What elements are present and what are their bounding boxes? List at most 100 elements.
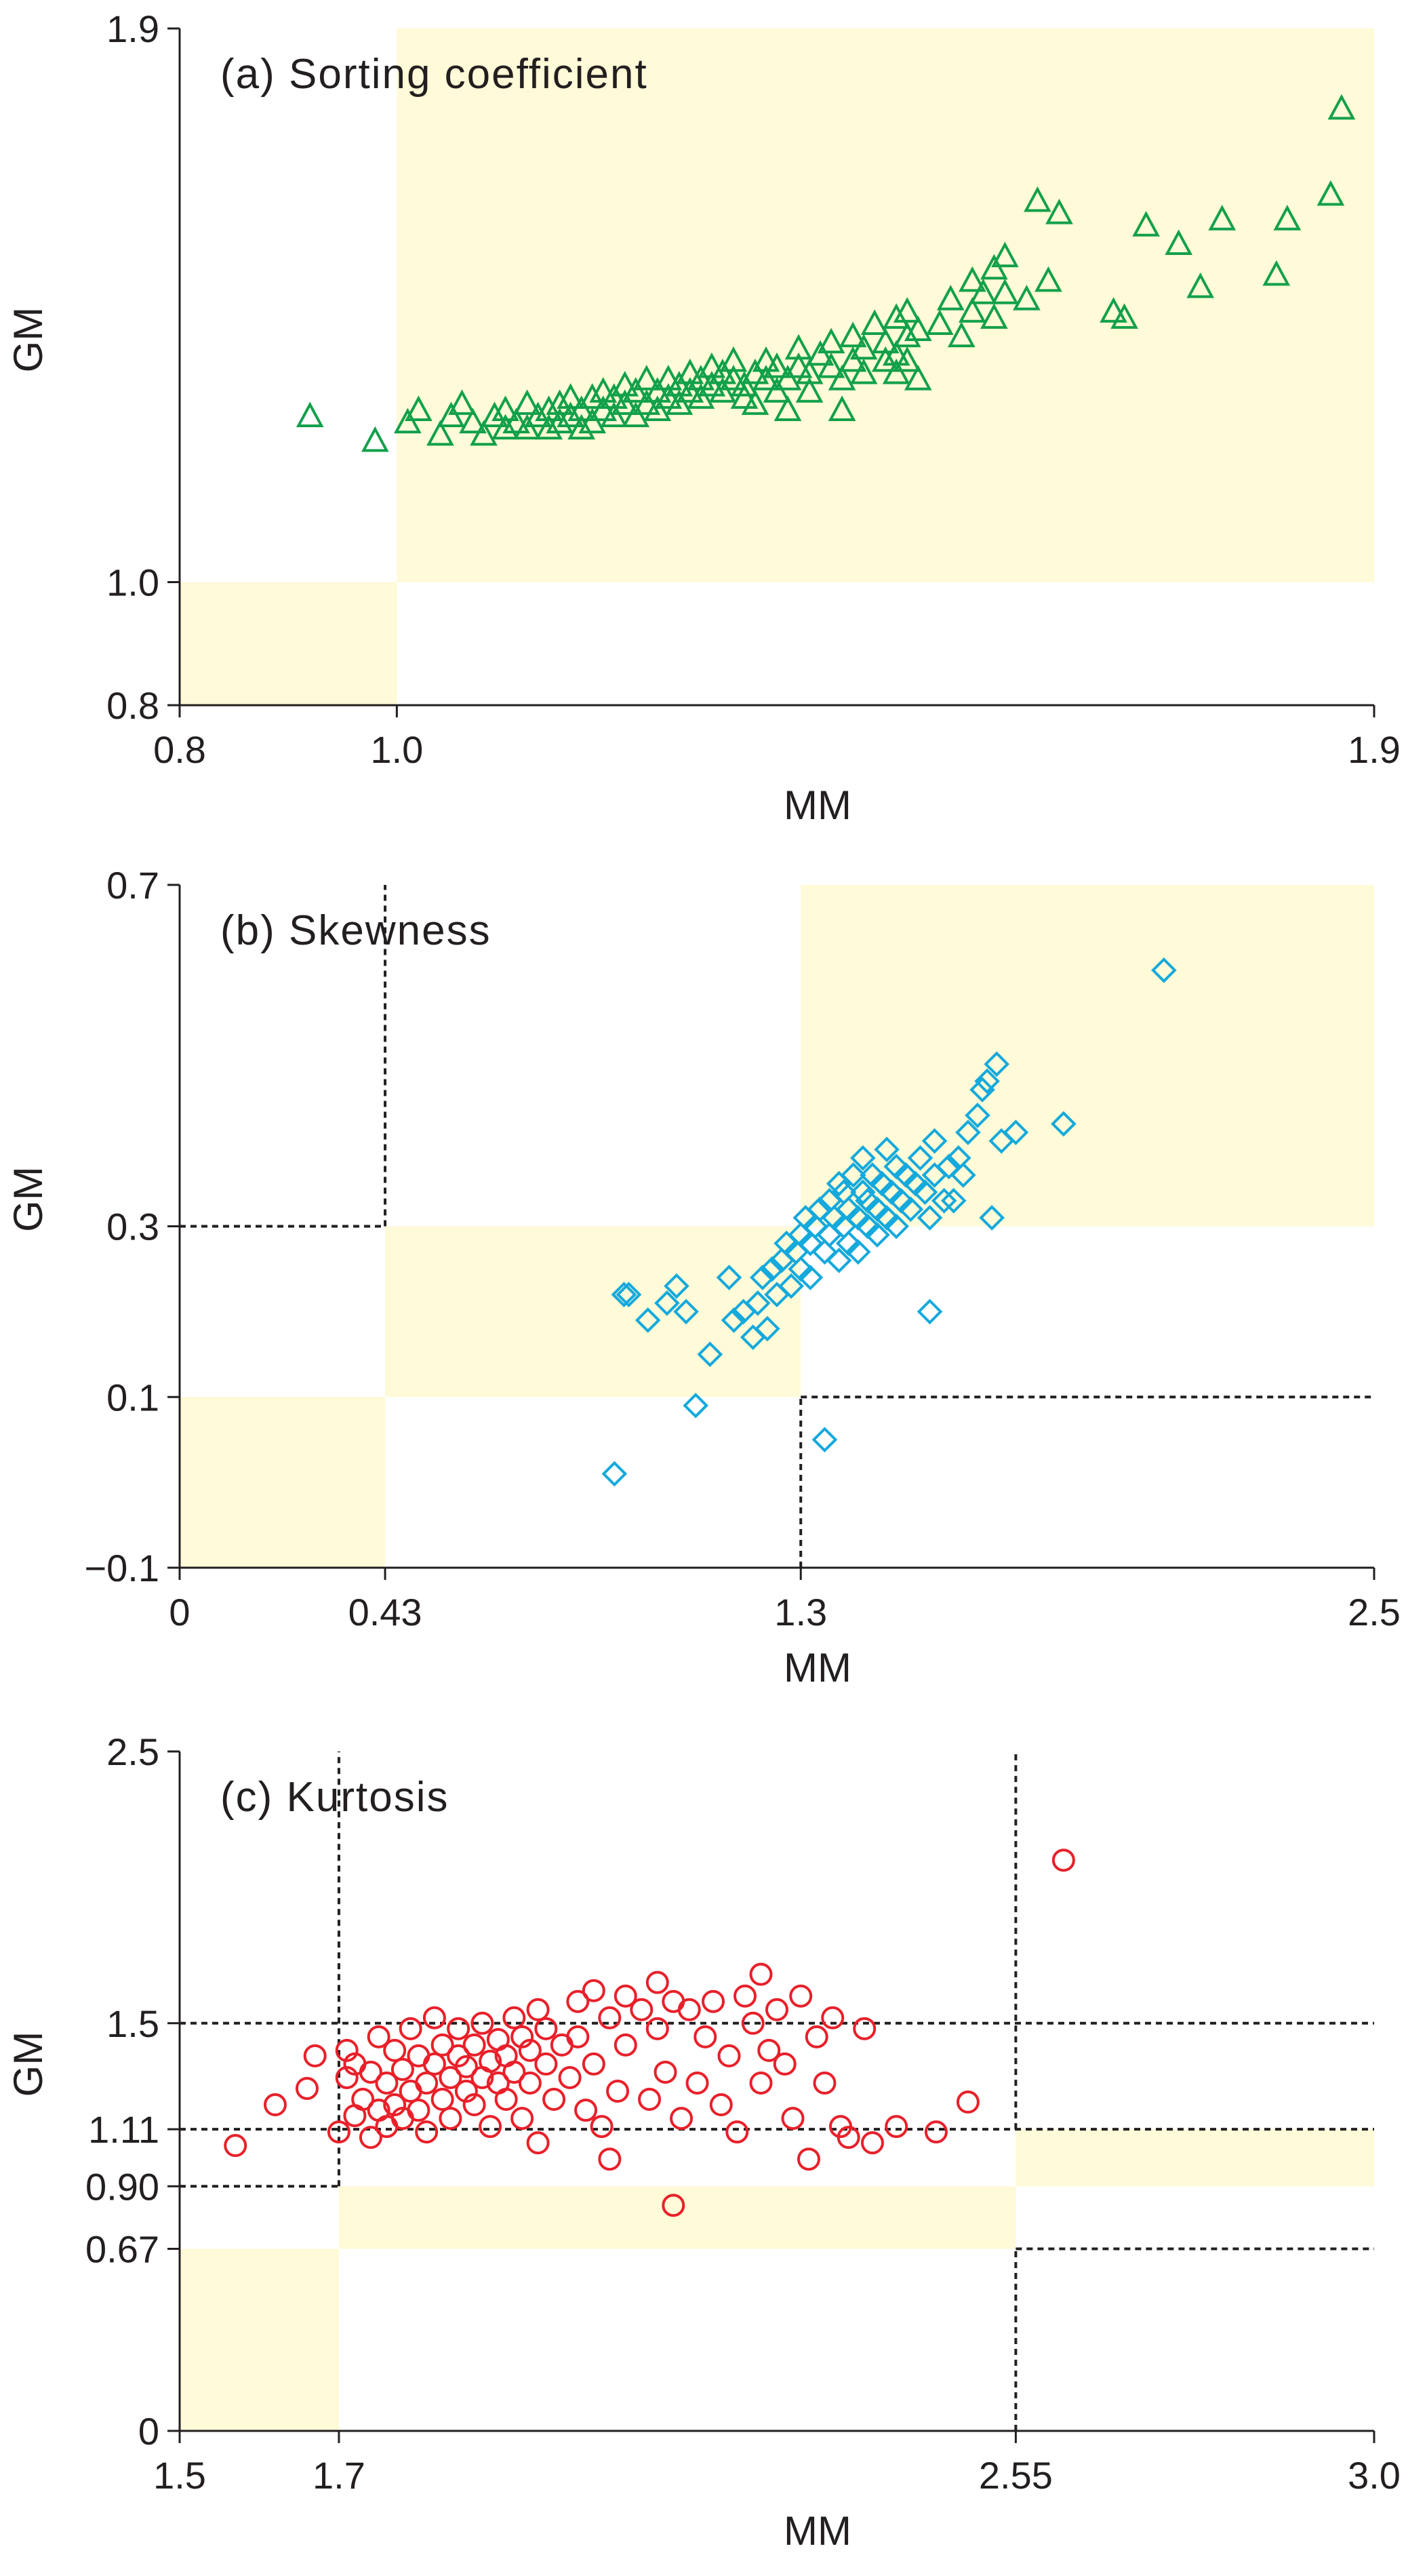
data-point-triangle [546, 408, 574, 434]
data-point-circle [582, 1979, 605, 2002]
data-point-circle [510, 2107, 534, 2131]
data-point-triangle [752, 346, 780, 372]
data-point-triangle [622, 401, 650, 428]
data-point-diamond [969, 1077, 995, 1103]
y-axis-title: GM [5, 307, 51, 373]
data-point-circle [797, 2147, 820, 2171]
data-point-diamond [917, 1299, 943, 1325]
data-point-diamond [940, 1187, 967, 1214]
data-point-diamond [1151, 957, 1177, 983]
data-point-circle [494, 2088, 518, 2112]
data-point-circle [422, 2006, 446, 2029]
data-point-circle [789, 1984, 813, 2008]
data-point-diamond [965, 1103, 990, 1128]
data-point-diamond [683, 1393, 709, 1419]
data-point-circle [518, 2038, 542, 2062]
data-point-circle [534, 2017, 558, 2040]
data-point-circle [837, 2126, 860, 2149]
data-point-triangle [980, 303, 1008, 329]
data-point-circle [813, 2071, 837, 2095]
data-point-triangle [1186, 272, 1215, 298]
data-point-triangle [730, 383, 759, 409]
data-point-circle [479, 2049, 502, 2073]
data-point-diamond [874, 1136, 900, 1163]
data-point-circle [303, 2044, 327, 2067]
data-point-circle [367, 2025, 390, 2048]
data-point-triangle [698, 371, 726, 397]
data-point-triangle [719, 364, 748, 391]
data-point-circle [383, 2038, 407, 2062]
data-point-triangle [719, 346, 748, 372]
data-point-circle [502, 2006, 526, 2029]
data-point-diamond [984, 1051, 1010, 1077]
y-tick-label: 0.3 [106, 1206, 159, 1248]
data-point-triangle [839, 346, 867, 372]
data-point-diamond [750, 1265, 776, 1290]
data-point-circle [462, 2093, 486, 2117]
data-point-circle [359, 2060, 382, 2084]
data-point-triangle [600, 383, 628, 409]
data-point-circle [645, 1970, 669, 1994]
data-point-triangle [491, 395, 519, 421]
data-point-diamond [654, 1290, 680, 1316]
data-point-circle [351, 2088, 375, 2112]
x-axis-title: MM [784, 2508, 851, 2554]
data-point-diamond [955, 1119, 981, 1145]
shaded-zone [180, 582, 397, 705]
data-point-circle [526, 2131, 550, 2155]
y-tick-label: 0.7 [106, 864, 159, 907]
data-point-circle [295, 2076, 319, 2100]
data-point-triangle [611, 389, 639, 415]
data-point-triangle [741, 389, 769, 415]
data-point-circle [415, 2071, 439, 2095]
data-point-triangle [578, 408, 607, 434]
data-point-triangle [936, 284, 965, 311]
data-point-triangle [437, 401, 465, 428]
data-point-triangle [763, 352, 791, 378]
x-tick-label: 1.0 [370, 728, 423, 771]
data-point-circle [670, 2107, 694, 2131]
data-point-triangle [871, 328, 900, 354]
data-point-circle [335, 2038, 359, 2062]
data-point-diamond [721, 1307, 747, 1333]
data-point-diamond [759, 1256, 785, 1282]
data-point-triangle [839, 321, 867, 348]
data-point-triangle [958, 266, 986, 292]
y-axis-title: GM [5, 1166, 51, 1232]
x-axis-title: MM [784, 782, 851, 828]
data-point-circle [598, 2147, 622, 2171]
y-tick-label: 0.90 [85, 2165, 159, 2208]
data-point-triangle [470, 420, 498, 446]
data-point-circle [781, 2107, 805, 2131]
x-tick-label: 1.5 [153, 2454, 206, 2497]
data-point-diamond [864, 1222, 890, 1248]
data-point-triangle [513, 414, 541, 440]
data-point-circle [606, 2080, 630, 2103]
data-point-circle [422, 2052, 446, 2076]
data-point-triangle [491, 414, 519, 440]
data-point-triangle [849, 358, 878, 384]
data-point-triangle [600, 401, 628, 428]
data-point-triangle [795, 358, 824, 384]
data-point-triangle [860, 309, 889, 335]
data-point-circle [383, 2093, 407, 2117]
data-point-circle [470, 2011, 494, 2035]
data-point-circle [956, 2090, 980, 2114]
data-point-triangle [882, 358, 910, 384]
data-point-triangle [643, 377, 672, 403]
data-point-diamond [826, 1248, 852, 1273]
data-point-circle [407, 2099, 430, 2122]
data-point-triangle [817, 328, 845, 354]
shaded-zone [1016, 2129, 1374, 2187]
data-point-triangle [763, 377, 791, 403]
data-point-circle [662, 2194, 685, 2217]
data-point-circle [645, 2017, 669, 2040]
data-point-triangle [893, 346, 921, 372]
data-point-triangle [394, 408, 422, 434]
data-point-triangle [557, 401, 585, 428]
data-point-triangle [535, 395, 563, 421]
data-point-circle [439, 2065, 462, 2089]
data-point-triangle [969, 278, 997, 304]
data-point-triangle [925, 309, 954, 335]
